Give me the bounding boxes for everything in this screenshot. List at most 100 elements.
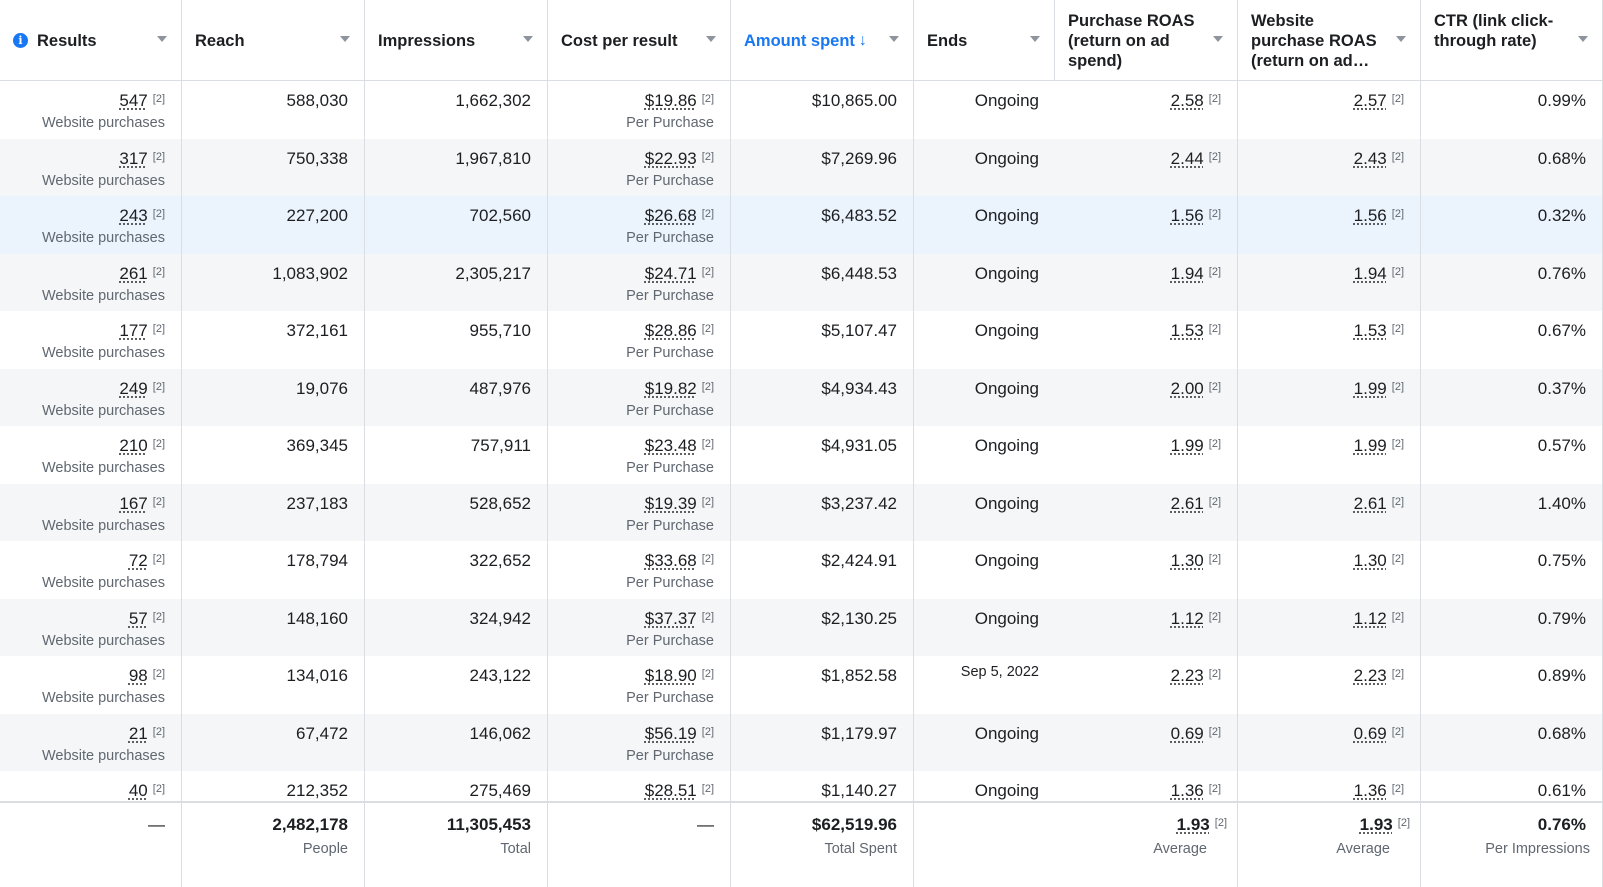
cell-value-number[interactable]: $26.68 — [645, 206, 697, 225]
cell-value-number[interactable]: 2.44 — [1171, 149, 1204, 168]
cell-value-number[interactable]: 1.36 — [1354, 781, 1387, 800]
cell-value-number[interactable]: 0.69 — [1354, 724, 1387, 743]
footnote-marker: [2] — [153, 151, 165, 163]
total-cpr: — — [548, 803, 731, 887]
cell-value-number[interactable]: 57 — [129, 609, 148, 628]
cell-value-number[interactable]: 167 — [119, 494, 147, 513]
cell-ends: Ongoing — [914, 426, 1055, 484]
total-value-number[interactable]: 1.93 — [1177, 815, 1210, 834]
table-row[interactable]: 21 [2] Website purchases 67,472 146,062 $56.1… — [0, 714, 1603, 772]
cell-value-number[interactable]: $24.71 — [645, 264, 697, 283]
column-header-results[interactable]: i Results — [0, 0, 182, 81]
cell-value-number[interactable]: $33.68 — [645, 551, 697, 570]
total-value-number[interactable]: 1.93 — [1360, 815, 1393, 834]
footnote-marker: [2] — [153, 323, 165, 335]
table-row[interactable]: 261 [2] Website purchases 1,083,902 2,305,21… — [0, 254, 1603, 312]
cell-value-number[interactable]: 1.94 — [1171, 264, 1204, 283]
cell-impressions: 487,976 — [365, 369, 548, 427]
cell-value-number[interactable]: 1.99 — [1171, 436, 1204, 455]
cell-value-number[interactable]: $23.48 — [645, 436, 697, 455]
cell-value-number[interactable]: 1.56 — [1171, 206, 1204, 225]
cell-value-number[interactable]: $56.19 — [645, 724, 697, 743]
cell-value-number[interactable]: $19.82 — [645, 379, 697, 398]
cell-value-number[interactable]: $28.51 — [645, 781, 697, 800]
cell-value-number[interactable]: $19.86 — [645, 91, 697, 110]
cell-value-number[interactable]: 98 — [129, 666, 148, 685]
cell-value-number[interactable]: 1.99 — [1354, 436, 1387, 455]
chevron-down-icon[interactable] — [706, 36, 716, 42]
cell-value-number[interactable]: 2.57 — [1354, 91, 1387, 110]
cell-value-number[interactable]: 243 — [119, 206, 147, 225]
table-row[interactable]: 167 [2] Website purchases 237,183 528,652 $19… — [0, 484, 1603, 542]
cell-value: 178,794 — [287, 551, 348, 571]
column-header-ends[interactable]: Ends — [914, 0, 1055, 81]
results-type: Website purchases — [42, 403, 165, 419]
cell-value: 0.75% — [1538, 551, 1586, 571]
cell-roas: 1.36 [2] — [1055, 771, 1238, 801]
cell-value-number[interactable]: 2.61 — [1354, 494, 1387, 513]
chevron-down-icon[interactable] — [1213, 36, 1223, 42]
cell-value-number[interactable]: 40 — [129, 781, 148, 800]
cell-value-number[interactable]: $18.90 — [645, 666, 697, 685]
cell-value-number[interactable]: 317 — [119, 149, 147, 168]
cell-value-number[interactable]: 249 — [119, 379, 147, 398]
cell-value: 0.89% — [1538, 666, 1586, 686]
table-row[interactable]: 249 [2] Website purchases 19,076 487,976 $19.… — [0, 369, 1603, 427]
cell-value-number[interactable]: 72 — [129, 551, 148, 570]
cell-value-number[interactable]: 1.36 — [1171, 781, 1204, 800]
column-header-roas[interactable]: Purchase ROAS (return on ad spend) — [1055, 0, 1238, 81]
cell-value-number[interactable]: $28.86 — [645, 321, 697, 340]
cell-value-number[interactable]: 547 — [119, 91, 147, 110]
cell-value-number[interactable]: 261 — [119, 264, 147, 283]
cell-value-number[interactable]: 1.30 — [1354, 551, 1387, 570]
column-header-reach[interactable]: Reach — [182, 0, 365, 81]
table-row[interactable]: 317 [2] Website purchases 750,338 1,967,810 $… — [0, 139, 1603, 197]
chevron-down-icon[interactable] — [523, 36, 533, 42]
chevron-down-icon[interactable] — [889, 36, 899, 42]
cell-value-number[interactable]: 1.12 — [1171, 609, 1204, 628]
table-row[interactable]: 243 [2] Website purchases 227,200 702,560 $26… — [0, 196, 1603, 254]
cell-value-number[interactable]: $19.39 — [645, 494, 697, 513]
cell-value-number[interactable]: 2.23 — [1171, 666, 1204, 685]
cell-value-number[interactable]: 2.00 — [1171, 379, 1204, 398]
cell-value-number[interactable]: 177 — [119, 321, 147, 340]
cell-value-number[interactable]: 2.61 — [1171, 494, 1204, 513]
column-header-wroas[interactable]: Website purchase ROAS (return on ad… — [1238, 0, 1421, 81]
column-header-cpr[interactable]: Cost per result — [548, 0, 731, 81]
cell-value-number[interactable]: 0.69 — [1171, 724, 1204, 743]
cell-value-number[interactable]: 2.43 — [1354, 149, 1387, 168]
cell-value-number[interactable]: 2.23 — [1354, 666, 1387, 685]
cell-value-number[interactable]: 1.99 — [1354, 379, 1387, 398]
table-row[interactable]: 98 [2] Website purchases 134,016 243,122 $18.… — [0, 656, 1603, 714]
info-icon[interactable]: i — [13, 33, 28, 48]
cell-value-number[interactable]: 1.12 — [1354, 609, 1387, 628]
column-header-impressions[interactable]: Impressions — [365, 0, 548, 81]
chevron-down-icon[interactable] — [340, 36, 350, 42]
table-row[interactable]: 547 [2] Website purchases 588,030 1,662,302 $… — [0, 81, 1603, 139]
cell-value-number[interactable]: 1.94 — [1354, 264, 1387, 283]
chevron-down-icon[interactable] — [1396, 36, 1406, 42]
cell-value-number[interactable]: $22.93 — [645, 149, 697, 168]
cell-value-number[interactable]: 1.56 — [1354, 206, 1387, 225]
cell-value-number[interactable]: 1.30 — [1171, 551, 1204, 570]
chevron-down-icon[interactable] — [157, 36, 167, 42]
total-ends — [914, 803, 1055, 887]
cell-value-number[interactable]: 1.53 — [1171, 321, 1204, 340]
cell-ends: Ongoing — [914, 254, 1055, 312]
cell-value-number[interactable]: 210 — [119, 436, 147, 455]
chevron-down-icon[interactable] — [1030, 36, 1040, 42]
table-row[interactable]: 57 [2] Website purchases 148,160 324,942 $37.… — [0, 599, 1603, 657]
table-row[interactable]: 177 [2] Website purchases 372,161 955,710 $28… — [0, 311, 1603, 369]
cell-wroas: 0.69 [2] — [1238, 714, 1421, 772]
cell-value-number[interactable]: 1.53 — [1354, 321, 1387, 340]
cell-value-number[interactable]: 2.58 — [1171, 91, 1204, 110]
table-row[interactable]: 40[2]Website purchases212,352275,469$28.… — [0, 771, 1603, 801]
table-row[interactable]: 72 [2] Website purchases 178,794 322,652 $33.… — [0, 541, 1603, 599]
cell-value-number[interactable]: $37.37 — [645, 609, 697, 628]
cell-value: 1.56 [2] — [1354, 206, 1404, 226]
column-header-spent[interactable]: Amount spent ↓ — [731, 0, 914, 81]
chevron-down-icon[interactable] — [1578, 36, 1588, 42]
table-row[interactable]: 210 [2] Website purchases 369,345 757,911 $23… — [0, 426, 1603, 484]
column-header-ctr[interactable]: CTR (link click-through rate) — [1421, 0, 1603, 81]
cell-value-number[interactable]: 21 — [129, 724, 148, 743]
